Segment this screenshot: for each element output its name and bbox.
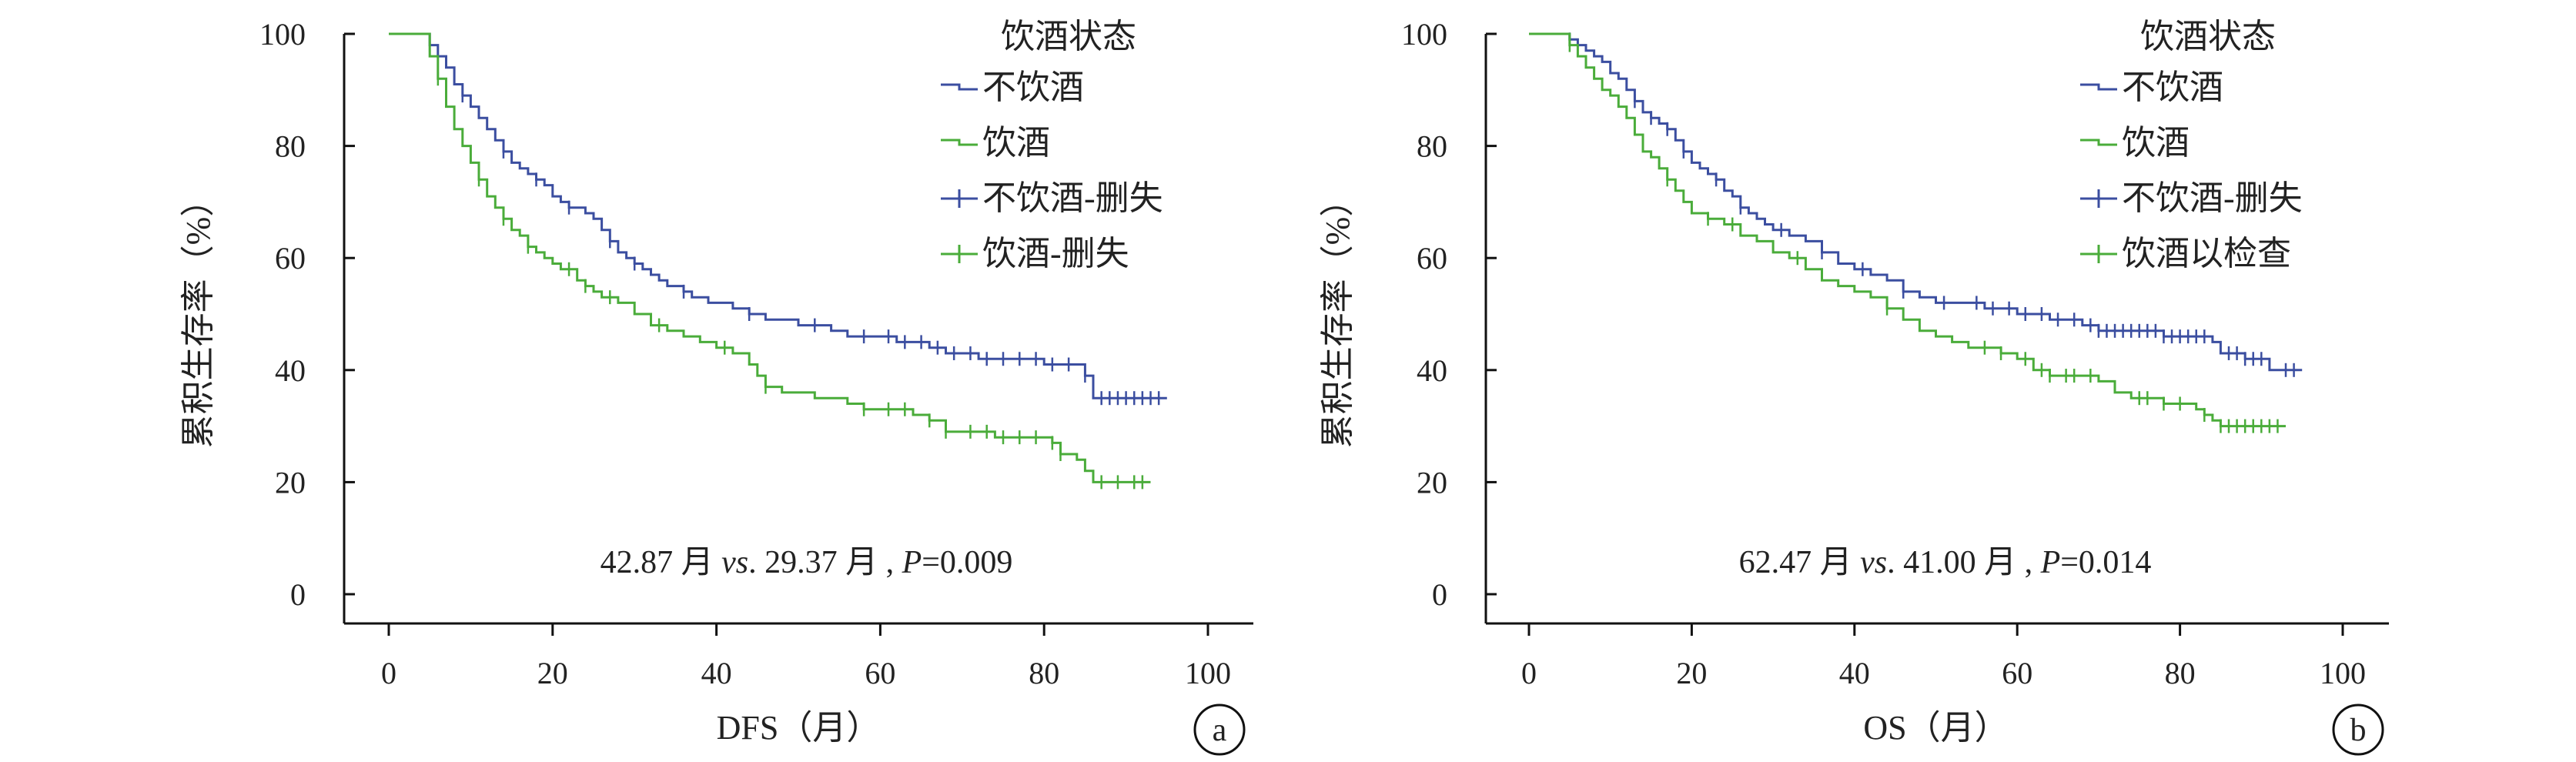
panel-b-annotation-part: =0.014 — [2060, 545, 2151, 580]
panel-b-annotation-part: . 41.00 月 , — [1887, 545, 2041, 580]
panel-b-annotation: 62.47 月 vs. 41.00 月 , P=0.014 — [1739, 545, 2152, 580]
panel-b-x-tick-label: 80 — [2165, 656, 2196, 690]
panel-a-legend-swatch — [941, 83, 978, 91]
panel-a-legend-title: 饮酒状态 — [1001, 18, 1136, 55]
panel-a-annotation-part: P — [902, 545, 922, 580]
panel-a-y-tick-label: 60 — [275, 241, 306, 276]
panel-a-x-tick-label: 40 — [701, 656, 732, 690]
panel-b-annotation-part: vs — [1860, 545, 1887, 580]
panel-b-annotation-part: 62.47 月 — [1739, 545, 1861, 580]
panel-b-curve-drinker — [1529, 32, 2286, 428]
panel-b-y-tick-label: 100 — [1401, 17, 1447, 52]
panel-b-legend-title: 饮酒状态 — [2140, 18, 2276, 55]
panel-a-legend-swatch — [941, 139, 978, 146]
panel-a-y-axis-title: 累积生存率（%） — [179, 183, 217, 449]
panel-b-legend-entry: 饮酒以检查 — [2122, 235, 2291, 272]
panel-a-x-tick-label: 0 — [381, 656, 396, 690]
panel-b-y-axis-title: 累积生存率（%） — [1319, 183, 1357, 449]
panel-b-legend-entry: 饮酒 — [2122, 124, 2190, 162]
panel-a-annotation-part: . 29.37 月 , — [748, 545, 902, 580]
panel-b-y-tick-label: 60 — [1417, 241, 1447, 276]
panel-a-y-tick-label: 20 — [275, 465, 306, 500]
panel-b-x-tick-label: 60 — [2002, 656, 2032, 690]
panel-b-x-tick-label: 100 — [2320, 656, 2366, 690]
panel-b-x-tick-label: 20 — [1676, 656, 1707, 690]
panel-a-panel-letter-circle — [1193, 704, 1246, 756]
panel-b-panel-letter: b — [2350, 713, 2367, 748]
panel-a-annotation-part: 42.87 月 — [601, 545, 722, 580]
panel-b-legend-entry: 不饮酒 — [2122, 69, 2223, 106]
panel-a-panel-letter: a — [1213, 713, 1227, 748]
panel-a-x-axis-title: DFS（月） — [717, 709, 881, 747]
panel-a-annotation-part: vs — [721, 545, 748, 580]
panel-b-panel-letter-circle — [2332, 704, 2384, 756]
panel-a-legend-entry: 饮酒 — [982, 124, 1050, 162]
panel-a-x-tick-label: 60 — [865, 656, 895, 690]
panel-b-legend-entry: 不饮酒-删失 — [2122, 179, 2303, 217]
panel-b-legend-swatch — [2080, 83, 2117, 91]
panel-b-y-tick-label: 0 — [1432, 577, 1447, 612]
panel-a-annotation-part: =0.009 — [922, 545, 1012, 580]
panel-a-y-tick-label: 0 — [290, 577, 306, 612]
panel-a-x-tick-label: 20 — [537, 656, 568, 690]
panel-b-y-tick-label: 80 — [1417, 129, 1447, 164]
panel-a-legend-entry: 饮酒-删失 — [982, 235, 1129, 272]
panel-b-curve-non-drinker — [1529, 32, 2303, 372]
panel-b-x-tick-label: 40 — [1839, 656, 1870, 690]
panel-a-legend-entry: 不饮酒 — [982, 69, 1084, 106]
panel-a-x-tick-label: 100 — [1185, 656, 1231, 690]
panel-a-legend-entry: 不饮酒-删失 — [982, 179, 1163, 217]
panel-b-x-tick-label: 0 — [1521, 656, 1537, 690]
panel-a-annotation: 42.87 月 vs. 29.37 月 , P=0.009 — [601, 545, 1013, 580]
panel-a-x-tick-label: 80 — [1029, 656, 1059, 690]
panel-b-x-axis-title: OS（月） — [1863, 709, 2008, 747]
panel-a-curve-drinker — [389, 32, 1151, 483]
panel-b-y-tick-label: 40 — [1417, 353, 1447, 388]
panel-a-y-tick-label: 40 — [275, 353, 306, 388]
panel-b-legend-swatch — [2080, 139, 2117, 146]
panel-b-y-tick-label: 20 — [1417, 465, 1447, 500]
panel-a-y-tick-label: 80 — [275, 129, 306, 164]
panel-b-annotation-part: P — [2040, 545, 2061, 580]
panel-a-y-tick-label: 100 — [259, 17, 306, 52]
